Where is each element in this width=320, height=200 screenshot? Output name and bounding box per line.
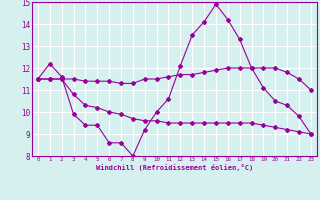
X-axis label: Windchill (Refroidissement éolien,°C): Windchill (Refroidissement éolien,°C) (96, 164, 253, 171)
